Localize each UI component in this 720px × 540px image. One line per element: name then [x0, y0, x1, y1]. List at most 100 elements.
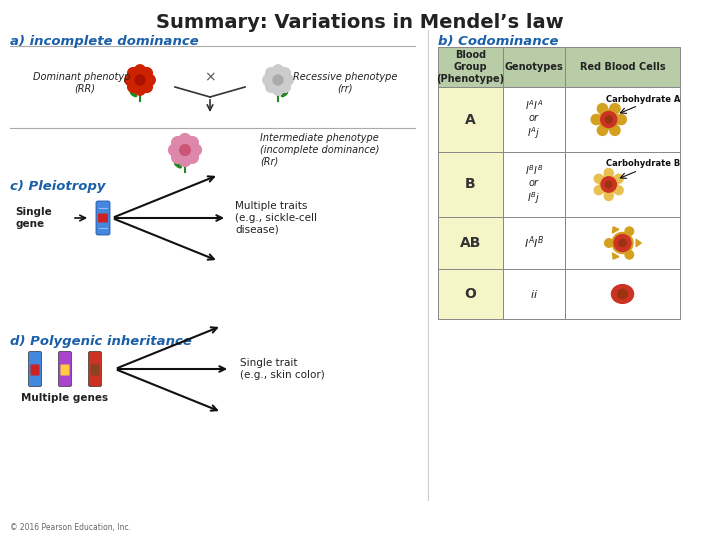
Text: ×: ×: [204, 70, 216, 84]
Circle shape: [179, 150, 189, 161]
Bar: [438, 152, 503, 217]
Text: a) incomplete dominance: a) incomplete dominance: [10, 35, 199, 48]
Text: © 2016 Pearson Education, Inc.: © 2016 Pearson Education, Inc.: [10, 523, 131, 532]
Bar: [438, 269, 503, 319]
Circle shape: [171, 137, 184, 148]
Circle shape: [610, 125, 620, 136]
Circle shape: [616, 114, 626, 125]
Circle shape: [277, 78, 287, 88]
Circle shape: [130, 77, 140, 87]
Circle shape: [591, 114, 601, 125]
Bar: [503, 47, 565, 87]
Bar: [438, 87, 503, 152]
Circle shape: [141, 68, 153, 78]
Circle shape: [279, 82, 290, 92]
Circle shape: [175, 141, 186, 152]
Bar: [565, 87, 680, 152]
Bar: [565, 47, 680, 87]
Ellipse shape: [175, 163, 181, 168]
Ellipse shape: [611, 285, 634, 303]
Circle shape: [180, 145, 190, 156]
Circle shape: [174, 147, 185, 158]
Circle shape: [140, 73, 150, 83]
Circle shape: [605, 239, 613, 247]
Text: Genotypes: Genotypes: [505, 62, 563, 72]
Circle shape: [131, 72, 141, 82]
Circle shape: [273, 84, 284, 95]
Text: Single
gene: Single gene: [15, 207, 52, 229]
Circle shape: [266, 68, 276, 78]
FancyBboxPatch shape: [91, 364, 99, 375]
Circle shape: [599, 175, 618, 194]
Circle shape: [612, 232, 633, 254]
Circle shape: [604, 192, 613, 200]
Circle shape: [186, 152, 198, 163]
Text: c) Pleiotropy: c) Pleiotropy: [10, 180, 106, 193]
Circle shape: [614, 174, 623, 183]
FancyBboxPatch shape: [98, 213, 108, 222]
FancyBboxPatch shape: [89, 352, 102, 387]
Circle shape: [189, 144, 202, 156]
Circle shape: [604, 168, 613, 178]
Circle shape: [274, 70, 284, 80]
Circle shape: [625, 251, 634, 259]
Bar: [503, 152, 565, 217]
Circle shape: [269, 72, 279, 82]
Circle shape: [185, 143, 196, 153]
Circle shape: [282, 75, 293, 85]
Circle shape: [278, 73, 288, 83]
Circle shape: [598, 125, 608, 136]
Bar: [503, 269, 565, 319]
Text: A: A: [465, 112, 476, 126]
Text: Intermediate phenotype
(incomplete dominance)
(Rr): Intermediate phenotype (incomplete domin…: [260, 133, 379, 167]
Bar: [438, 217, 503, 269]
Circle shape: [171, 152, 184, 163]
Text: B: B: [465, 178, 476, 192]
Circle shape: [594, 174, 603, 183]
Bar: [565, 269, 680, 319]
Circle shape: [181, 139, 191, 150]
Bar: [438, 47, 503, 87]
Bar: [503, 87, 565, 152]
Circle shape: [139, 78, 149, 88]
FancyBboxPatch shape: [29, 352, 42, 387]
Circle shape: [269, 77, 278, 87]
Text: $I^BI^B$
or
$I^Bj$: $I^BI^B$ or $I^Bj$: [525, 163, 544, 206]
Text: Summary: Variations in Mendel’s law: Summary: Variations in Mendel’s law: [156, 13, 564, 32]
Circle shape: [600, 111, 617, 127]
Text: Red Blood Cells: Red Blood Cells: [580, 62, 665, 72]
Circle shape: [618, 289, 627, 299]
Text: Carbohydrate B: Carbohydrate B: [606, 159, 680, 168]
Circle shape: [614, 186, 623, 195]
Circle shape: [135, 75, 145, 85]
Text: d) Polygenic inheritance: d) Polygenic inheritance: [10, 335, 192, 348]
FancyBboxPatch shape: [60, 364, 70, 375]
Circle shape: [186, 137, 198, 148]
Text: Single trait
(e.g., skin color): Single trait (e.g., skin color): [240, 358, 325, 380]
Circle shape: [184, 148, 195, 159]
Text: Dominant phenotype
(RR): Dominant phenotype (RR): [33, 72, 137, 94]
Circle shape: [625, 227, 634, 235]
Circle shape: [127, 82, 138, 92]
Text: $I^AI^A$
or
$I^Aj$: $I^AI^A$ or $I^Aj$: [525, 98, 543, 141]
Circle shape: [144, 75, 156, 85]
Text: AB: AB: [460, 236, 481, 250]
Circle shape: [599, 110, 618, 130]
Circle shape: [619, 239, 626, 247]
Circle shape: [125, 75, 135, 85]
Circle shape: [135, 80, 144, 90]
Circle shape: [135, 65, 145, 76]
Circle shape: [141, 82, 153, 92]
Circle shape: [135, 84, 145, 95]
Circle shape: [610, 104, 620, 114]
Circle shape: [179, 154, 191, 166]
Text: Carbohydrate A: Carbohydrate A: [606, 94, 680, 104]
Circle shape: [606, 181, 612, 188]
Circle shape: [273, 75, 283, 85]
FancyBboxPatch shape: [30, 364, 40, 375]
FancyBboxPatch shape: [96, 201, 110, 235]
Bar: [503, 217, 565, 269]
Circle shape: [168, 144, 181, 156]
Bar: [565, 217, 680, 269]
Circle shape: [614, 234, 631, 252]
